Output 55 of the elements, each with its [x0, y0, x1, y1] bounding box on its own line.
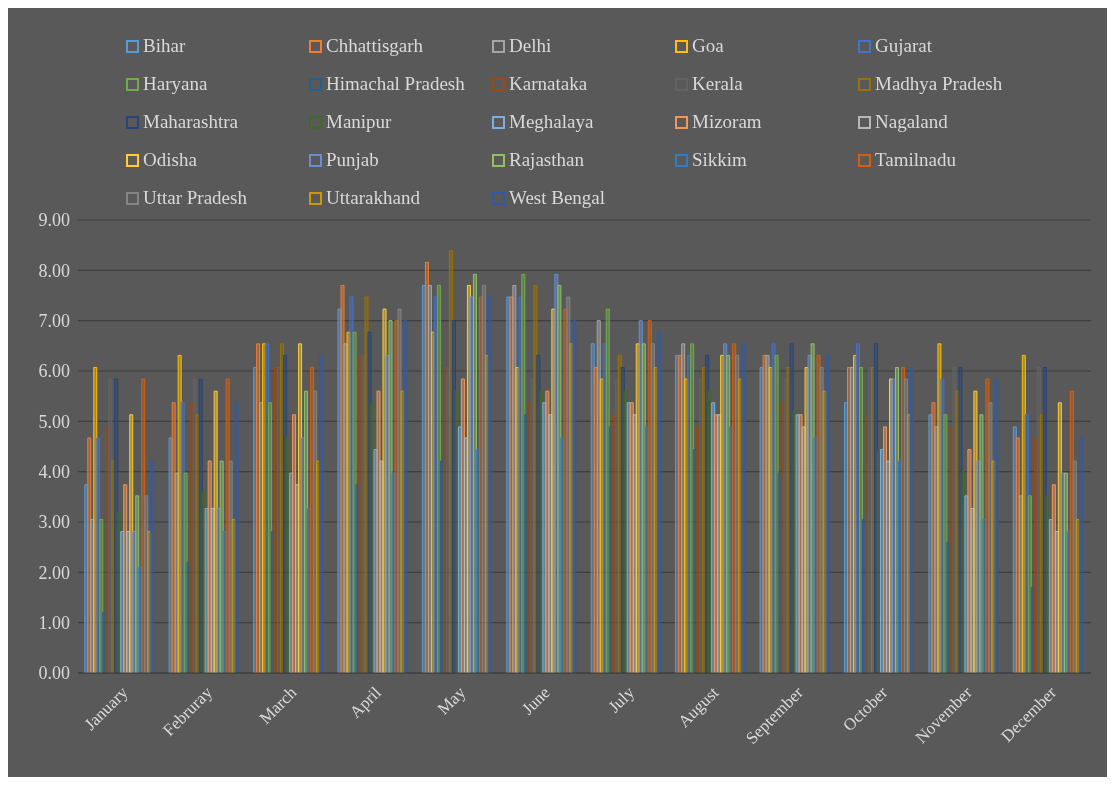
legend-label: Nagaland	[875, 111, 948, 133]
legend-label: Uttar Pradesh	[143, 187, 247, 209]
y-tick-label: 6.00	[38, 361, 70, 382]
legend-label: Punjab	[326, 149, 379, 171]
legend-label: Karnataka	[509, 73, 588, 95]
legend-label: Odisha	[143, 149, 197, 171]
bar	[741, 343, 746, 673]
legend-label: Chhattisgarh	[326, 35, 424, 57]
bar	[943, 414, 948, 673]
legend-label: Goa	[692, 35, 724, 57]
legend-label: Bihar	[143, 35, 186, 57]
x-tick-label: June	[518, 682, 554, 719]
legend-label: West Bengal	[509, 187, 606, 209]
bar	[572, 320, 577, 673]
legend-label: Manipur	[326, 111, 392, 133]
legend-label: Delhi	[509, 35, 552, 57]
bar	[403, 320, 408, 673]
legend-label: Sikkim	[692, 149, 747, 171]
legend-label: Tamilnadu	[875, 149, 956, 171]
bar	[656, 331, 661, 673]
bar	[825, 354, 830, 673]
legend-label: Rajasthan	[509, 149, 584, 171]
y-tick-label: 7.00	[38, 311, 70, 332]
bar	[994, 378, 999, 673]
legend-label: Maharashtra	[143, 111, 238, 133]
bar	[99, 518, 104, 673]
legend-label: Haryana	[143, 73, 208, 95]
bar	[150, 460, 155, 673]
x-tick-label: July	[604, 682, 639, 717]
legend-label: Madhya Pradesh	[875, 73, 1003, 95]
y-tick-label: 8.00	[38, 260, 70, 281]
legend-label: Mizoram	[692, 111, 762, 133]
legend-label: Himachal Pradesh	[326, 73, 465, 95]
bar	[487, 296, 492, 673]
legend-label: Gujarat	[875, 35, 932, 57]
bar	[910, 366, 914, 673]
bar	[774, 354, 779, 673]
bar	[388, 320, 393, 673]
x-tick-label: May	[433, 682, 470, 719]
bar	[234, 402, 239, 673]
bar	[352, 331, 357, 673]
y-tick-label: 4.00	[38, 462, 70, 483]
y-tick-label: 3.00	[38, 512, 70, 533]
y-tick-label: 5.00	[38, 411, 70, 432]
legend-label: Kerala	[692, 73, 743, 95]
y-tick-label: 2.00	[38, 562, 70, 583]
bar	[958, 366, 963, 673]
bar	[319, 354, 324, 673]
bar	[979, 414, 984, 673]
legend-label: Uttarakhand	[326, 187, 420, 209]
y-tick-label: 9.00	[38, 210, 70, 231]
y-tick-label: 0.00	[38, 663, 70, 684]
legend-label: Meghalaya	[509, 111, 594, 133]
y-tick-label: 1.00	[38, 613, 70, 634]
bar	[1078, 437, 1083, 673]
